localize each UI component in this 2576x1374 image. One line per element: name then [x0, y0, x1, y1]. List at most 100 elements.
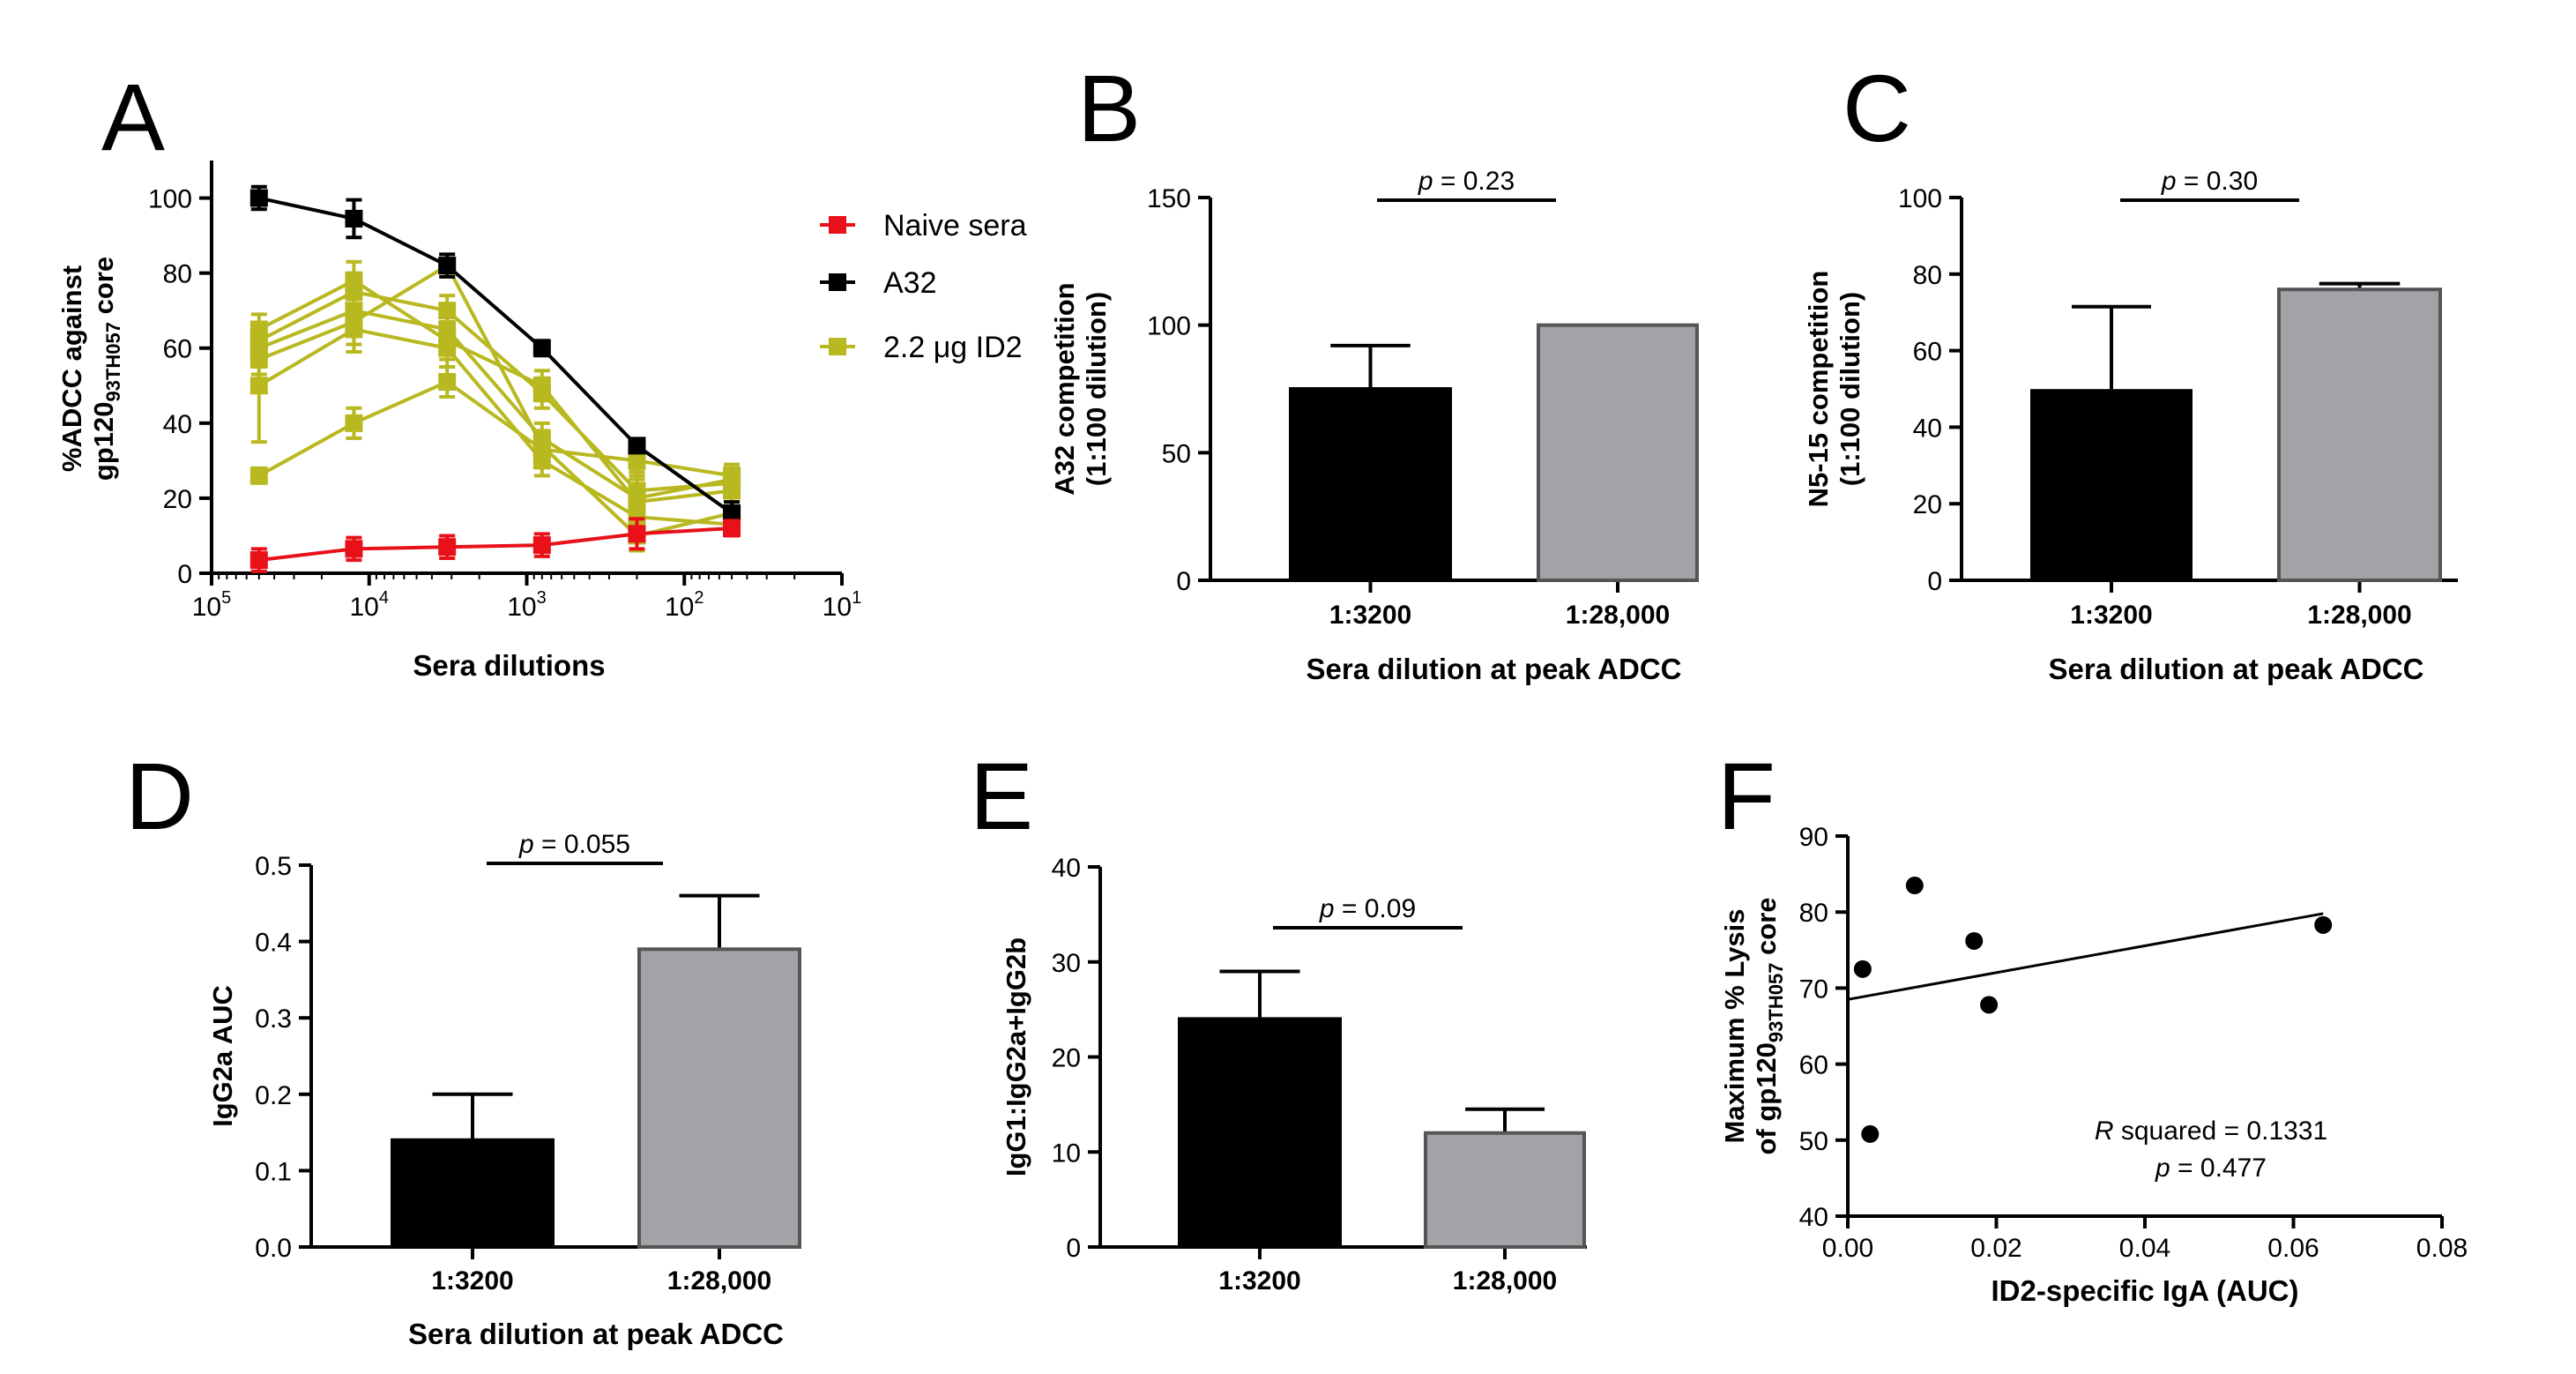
y-tick-label-a: 60: [163, 335, 192, 364]
data-point: [628, 452, 646, 470]
y-tick-label: 0.0: [255, 1234, 292, 1263]
bar: [2030, 389, 2193, 583]
series-line: [258, 526, 733, 563]
data-point: [438, 373, 457, 392]
data-point: [532, 384, 551, 402]
y-tick-label-f: 80: [1799, 899, 1828, 928]
data-point: [628, 525, 646, 543]
scatter-point: [1853, 960, 1872, 978]
y-tick-label-a: 80: [163, 260, 192, 289]
y-tick-label-a: 40: [163, 410, 192, 439]
data-point: [723, 467, 741, 485]
x-tick-label: 1:28,000: [667, 1266, 771, 1296]
y-tick-label-f: 60: [1799, 1051, 1828, 1080]
x-tick-label-a: 102: [665, 588, 704, 622]
series-naive-sera: [249, 517, 741, 573]
data-point: [249, 189, 268, 207]
bar: [1289, 387, 1452, 582]
data-point: [532, 440, 551, 459]
p-value-label: p = 0.09: [1319, 894, 1416, 923]
series-line: [257, 379, 733, 478]
y-tick-label: 40: [1052, 854, 1081, 883]
p-value-label: p = 0.055: [518, 830, 630, 859]
y-tick-label: 10: [1052, 1139, 1081, 1168]
data-point: [628, 508, 646, 526]
y-axis-label-a: %ADCC againstgp12093TH057 core: [56, 257, 124, 481]
y-tick-label: 20: [1052, 1044, 1081, 1073]
y-axis-label: A32 competition(1:100 dilution): [1049, 282, 1112, 495]
y-tick-label-a: 0: [177, 560, 192, 589]
data-point: [345, 540, 363, 558]
series-2-2-g-id2-mouse-4: [249, 252, 741, 553]
y-tick-label: 0.3: [255, 1004, 292, 1034]
legend-marker: [829, 338, 846, 355]
p-value-label: p = 0.23: [1418, 167, 1515, 196]
data-point: [532, 536, 551, 555]
x-tick-label-a: 105: [192, 588, 232, 622]
data-point: [723, 519, 741, 537]
legend-marker: [829, 273, 846, 291]
chart-c: 0 20 40 60 80 100 1:3200 1:28,000 p = 0.30 Sera d…: [1803, 167, 2458, 685]
x-tick-label-f: 0.00: [1822, 1234, 1873, 1263]
scatter-point: [1905, 877, 1924, 895]
data-point: [345, 414, 363, 432]
p-value-label: p = 0.30: [2161, 167, 2258, 196]
series-2-2-g-id2-mouse-5: [249, 304, 741, 538]
legend-marker: [829, 216, 846, 234]
bar: [1178, 1017, 1342, 1250]
y-tick-label: 40: [1913, 414, 1942, 443]
legend-label: A32: [883, 266, 937, 300]
chart-d: 0.0 0.1 0.2 0.3 0.4 0.5 1:3200 1:28,000 p = 0.05…: [207, 830, 801, 1350]
regression-line: [1847, 912, 2324, 1001]
y-tick-label-a: 20: [163, 485, 192, 514]
x-tick-label-f: 0.02: [1970, 1234, 2021, 1263]
y-tick-label: 0.2: [255, 1081, 292, 1110]
bar: [391, 1138, 555, 1250]
data-point: [438, 339, 457, 357]
y-tick-label-f: 50: [1799, 1127, 1828, 1156]
chart-b: 0 50 100 150 1:3200 1:28,000 p = 0.23 Sera dilu…: [1049, 167, 1699, 685]
y-tick-label: 0.5: [255, 852, 292, 881]
series-line: [257, 278, 733, 504]
x-tick-label-f: 0.04: [2119, 1234, 2170, 1263]
y-tick-label: 0.4: [255, 929, 292, 958]
panel-label-d: D: [125, 743, 194, 849]
y-tick-label-a: 100: [148, 185, 192, 214]
x-tick-label: 1:3200: [1329, 601, 1411, 630]
data-point: [249, 377, 268, 395]
y-tick-label: 20: [1913, 490, 1942, 519]
y-tick-label: 80: [1913, 261, 1942, 290]
y-tick-label: 50: [1162, 439, 1191, 468]
y-tick-label: 60: [1913, 338, 1942, 367]
data-point: [438, 257, 457, 275]
y-tick-label: 0: [1176, 567, 1191, 596]
bar: [2277, 287, 2442, 582]
x-tick-label: 1:3200: [2070, 601, 2152, 630]
y-tick-label: 0: [1927, 567, 1942, 596]
y-tick-label-f: 90: [1799, 823, 1828, 852]
r-squared-label: R squared = 0.1331: [2095, 1116, 2327, 1146]
scatter-point: [1861, 1124, 1880, 1143]
bar: [637, 947, 801, 1249]
y-tick-label: 150: [1147, 184, 1191, 213]
chart-a: 0 20 40 60 80 100 105 104 103 102 101 Sera dilution…: [56, 161, 1027, 682]
data-point: [345, 320, 363, 339]
panel-label-b: B: [1077, 55, 1141, 161]
y-axis-label: IgG1:IgG2a+IgG2b: [1001, 937, 1031, 1176]
panel-label-a: A: [101, 63, 165, 170]
data-point: [249, 467, 268, 485]
x-tick-label: 1:28,000: [1566, 601, 1670, 630]
y-tick-label: 100: [1898, 184, 1942, 213]
scatter-point: [1980, 996, 1999, 1014]
x-tick-label-f: 0.08: [2416, 1234, 2468, 1263]
data-point: [628, 437, 646, 455]
legend-label: 2.2 μg ID2: [883, 331, 1023, 364]
legend-label: Naive sera: [883, 209, 1027, 243]
x-axis-label: Sera dilution at peak ADCC: [1306, 653, 1681, 685]
series-line: [258, 309, 733, 501]
data-point: [532, 339, 551, 357]
y-tick-label-f: 40: [1799, 1203, 1828, 1232]
series-line: [257, 327, 733, 526]
chart-e: 0 10 20 30 40 1:3200 1:28,000 p = 0.09 IgG1:IgG2…: [1001, 854, 1587, 1296]
